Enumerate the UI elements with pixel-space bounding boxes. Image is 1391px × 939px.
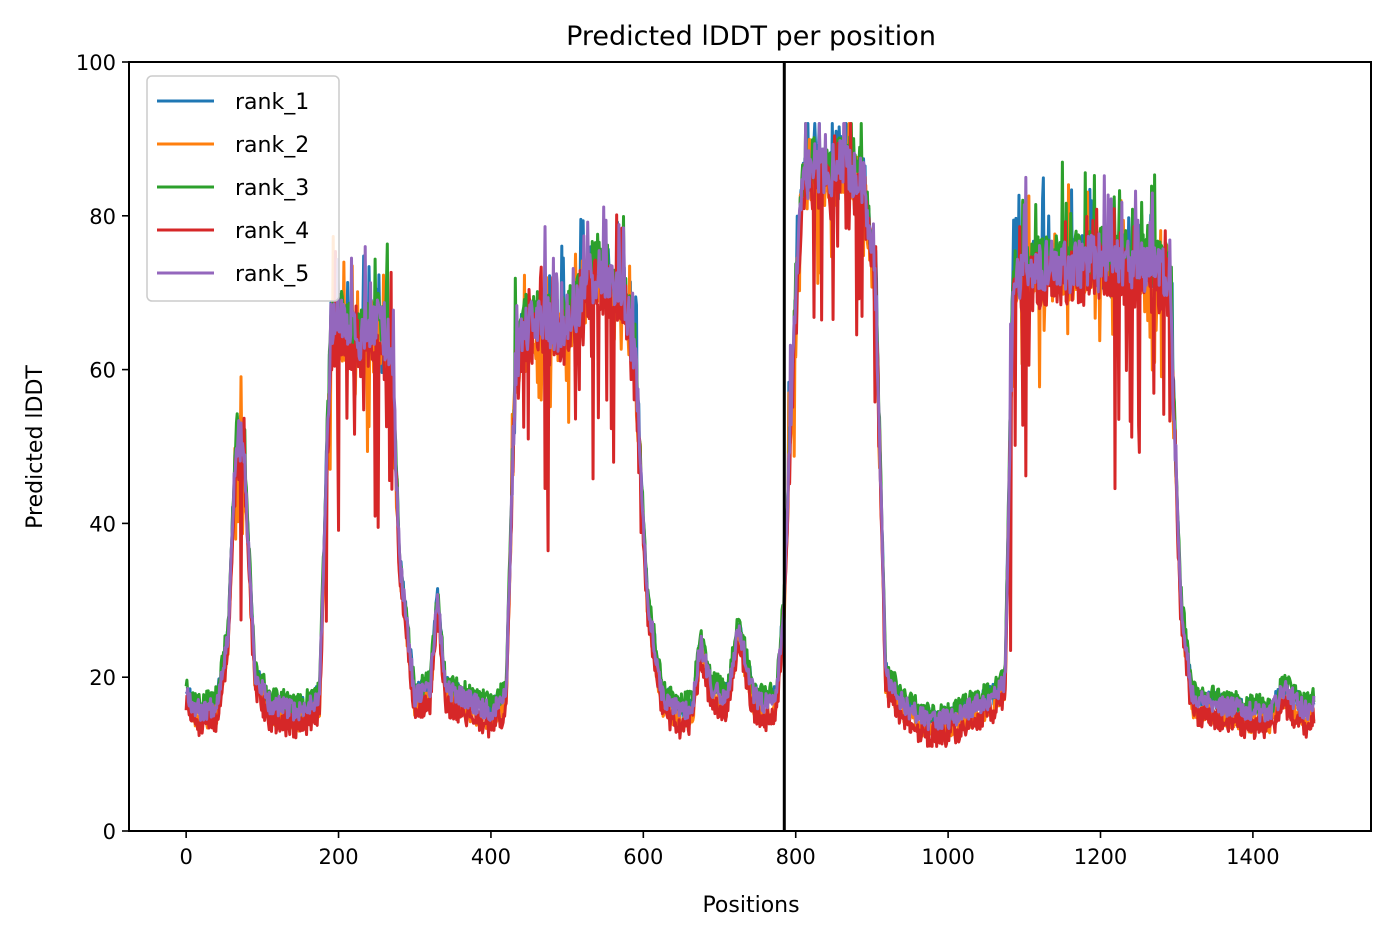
y-tick-label: 80 xyxy=(89,205,116,229)
x-tick-label: 1400 xyxy=(1226,845,1279,869)
x-axis-label: Positions xyxy=(702,893,799,918)
y-axis-label: Predicted lDDT xyxy=(23,365,48,529)
x-tick-label: 1200 xyxy=(1074,845,1127,869)
series-line-rank_5 xyxy=(185,122,1316,732)
chart-title: Predicted lDDT per position xyxy=(566,21,936,52)
y-tick-label: 40 xyxy=(89,512,116,536)
x-axis: 0 200 400 600 800 1000 1200 1400 xyxy=(179,831,1280,869)
x-tick-label: 400 xyxy=(471,845,511,869)
y-tick-label: 60 xyxy=(89,359,116,383)
series-lines xyxy=(184,122,1316,748)
x-tick-label: 600 xyxy=(623,845,663,869)
x-tick-label: 200 xyxy=(318,845,358,869)
x-tick-label: 800 xyxy=(776,845,816,869)
legend-label-rank_2: rank_2 xyxy=(235,133,309,158)
legend-label-rank_4: rank_4 xyxy=(235,219,309,244)
legend-label-rank_1: rank_1 xyxy=(235,90,309,115)
legend-label-rank_5: rank_5 xyxy=(235,262,309,287)
y-tick-label: 0 xyxy=(103,820,116,844)
series-line-rank_4 xyxy=(184,122,1316,748)
x-tick-label: 1000 xyxy=(921,845,974,869)
legend-label-rank_3: rank_3 xyxy=(235,176,309,201)
y-tick-label: 20 xyxy=(89,666,116,690)
x-tick-label: 0 xyxy=(179,845,192,869)
y-axis: 0 20 40 60 80 100 xyxy=(76,51,129,844)
plot-frame xyxy=(128,61,1372,832)
y-tick-label: 100 xyxy=(76,51,116,75)
legend: rank_1 rank_2 rank_3 rank_4 rank_5 xyxy=(146,75,340,302)
legend-box xyxy=(146,75,340,302)
